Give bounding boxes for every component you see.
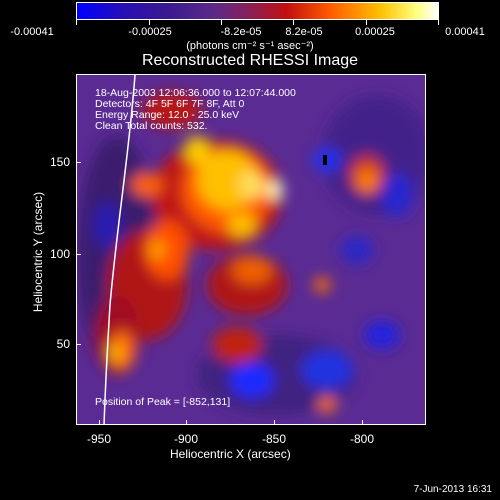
- y-tick-label: 100: [49, 247, 70, 261]
- colorbar-tick: [438, 20, 439, 25]
- x-tick: [274, 420, 275, 425]
- color-bar: [76, 2, 439, 20]
- y-tick-label: 150: [49, 155, 70, 169]
- colorbar-label: 0.00025: [355, 26, 395, 38]
- flux-map: [77, 75, 425, 424]
- x-tick: [186, 420, 187, 425]
- x-tick-label: -950: [86, 432, 112, 446]
- annotation-counts: Clean Total counts: 532.: [95, 120, 208, 132]
- x-tick: [362, 420, 363, 425]
- x-tick-label: -850: [261, 432, 287, 446]
- annotation-time: 18-Aug-2003 12:06:36.000 to 12:07:44.000: [95, 87, 296, 99]
- colorbar-label: -0.00025: [128, 26, 172, 38]
- y-tick: [76, 162, 81, 163]
- annotation-peak: Position of Peak = [-852,131]: [95, 396, 231, 408]
- colorbar-label: 8.2e-05: [285, 26, 323, 38]
- y-tick: [76, 344, 81, 345]
- y-axis-title: Heliocentric Y (arcsec): [31, 191, 46, 313]
- x-tick-label: -900: [173, 432, 199, 446]
- colorbar-label: 0.00041: [445, 26, 485, 38]
- colorbar-tick: [366, 20, 367, 25]
- x-tick: [99, 420, 100, 425]
- colorbar-tick: [293, 20, 294, 25]
- colorbar-tick: [221, 20, 222, 25]
- annotation-energy: Energy Range: 12.0 - 25.0 keV: [95, 109, 240, 121]
- colorbar-tick: [149, 20, 150, 25]
- colorbar-tick: [76, 20, 77, 25]
- y-tick: [76, 254, 81, 255]
- x-tick-label: -800: [349, 432, 375, 446]
- timestamp: 7-Jun-2013 16:31: [413, 484, 492, 495]
- annotation-detectors: Detectors: 4F 5F 6F 7F 8F, Att 0: [95, 98, 245, 110]
- colorbar-label: -8.2e-05: [220, 26, 262, 38]
- image-plot: 18-Aug-2003 12:06:36.000 to 12:07:44.000…: [76, 74, 426, 425]
- colorbar-units: (photons cm⁻² s⁻¹ asec⁻²): [186, 40, 314, 52]
- y-tick-label: 50: [56, 337, 70, 351]
- image-title: Reconstructed RHESSI Image: [141, 52, 359, 69]
- x-axis-title: Heliocentric X (arcsec): [170, 447, 291, 461]
- colorbar-label: -0.00041: [10, 26, 54, 38]
